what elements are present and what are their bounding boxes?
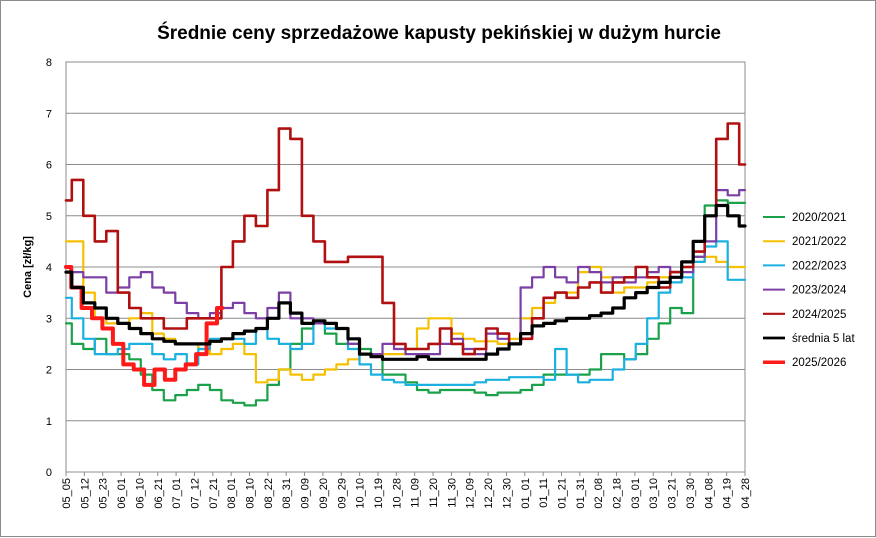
series-line-3 — [64, 189, 747, 356]
series-line-5 — [64, 203, 747, 361]
x-tick-label: 11_20 — [428, 478, 440, 508]
x-tick-label: 04_19 — [722, 478, 734, 509]
x-tick-label: 06_01 — [116, 478, 128, 509]
x-tick-label: 04_28 — [740, 478, 752, 509]
x-tick-label: 07_12 — [189, 478, 201, 509]
x-tick-label: 08_31 — [281, 478, 293, 509]
y-tick-label: 2 — [46, 365, 52, 377]
legend-label: 2023/2024 — [792, 285, 847, 297]
x-tick-label: 10_10 — [355, 478, 367, 509]
legend: 2020/2021 2021/2022 2022/2023 2023/2024 2024… — [763, 212, 855, 369]
legend-label: 2020/2021 — [792, 212, 846, 224]
y-tick-label: 6 — [46, 160, 52, 172]
x-tick-label: 01_21 — [556, 478, 568, 509]
y-tick-label: 3 — [46, 313, 52, 325]
x-tick-label: 11_09 — [410, 478, 422, 508]
x-tick-label: 01_01 — [520, 478, 532, 509]
x-tick-label: 10_28 — [391, 478, 403, 509]
y-tick-label: 0 — [46, 467, 52, 479]
x-tick-label: 01_31 — [575, 478, 587, 509]
y-tick-label: 7 — [46, 108, 52, 120]
x-tick-label: 10_19 — [373, 478, 385, 509]
y-tick-label: 8 — [46, 57, 52, 69]
x-tick-label: 03_10 — [648, 478, 660, 509]
legend-label: 2025/2026 — [792, 357, 846, 369]
x-tick-label: 06_21 — [153, 478, 165, 509]
x-tick-label: 04_08 — [703, 478, 715, 509]
x-tick-label: 03_01 — [630, 478, 642, 509]
x-tick-label: 07_21 — [208, 478, 220, 509]
series-lines — [64, 122, 747, 407]
y-tick-label: 5 — [46, 211, 52, 223]
x-tick-label: 02_18 — [612, 478, 624, 509]
y-axis-label: Cena [zł/kg] — [22, 236, 34, 298]
y-tick-label: 1 — [46, 416, 52, 428]
y-axis-ticks: 0 1 2 3 4 5 6 7 8 — [46, 57, 52, 479]
series-line-4 — [64, 122, 747, 356]
x-tick-label: 03_21 — [667, 478, 679, 509]
x-axis-ticks: 05_05 05_12 05_23 06_01 06_10 06_21 07_01 07_12… — [61, 472, 752, 509]
x-tick-label: 12_20 — [483, 478, 495, 509]
x-tick-label: 11_30 — [446, 478, 458, 508]
x-tick-label: 08_01 — [226, 478, 238, 509]
x-tick-label: 07_01 — [171, 478, 183, 509]
x-tick-label: 09_20 — [318, 478, 330, 509]
x-tick-label: 01_11 — [538, 478, 550, 508]
x-tick-label: 09_29 — [336, 478, 348, 509]
series-line-6 — [64, 265, 225, 387]
legend-label: 2024/2025 — [792, 309, 846, 321]
x-tick-label: 08_22 — [263, 478, 275, 509]
x-tick-label: 05_23 — [98, 478, 110, 509]
x-tick-label: 08_10 — [245, 478, 257, 509]
x-tick-label: 09_09 — [300, 478, 312, 509]
series-line-2 — [64, 240, 747, 386]
x-tick-label: 03_30 — [685, 478, 697, 509]
x-tick-label: 06_10 — [134, 478, 146, 509]
y-tick-label: 4 — [46, 262, 52, 274]
chart-title: Średnie ceny sprzedażowe kapusty pekińsk… — [157, 22, 721, 44]
legend-label: średnia 5 lat — [792, 333, 855, 345]
x-tick-label: 05_05 — [61, 478, 73, 509]
x-tick-label: 12_30 — [501, 478, 513, 509]
x-tick-label: 05_12 — [79, 478, 91, 509]
legend-label: 2021/2022 — [792, 236, 846, 248]
legend-label: 2022/2023 — [792, 260, 846, 272]
x-tick-label: 12_09 — [465, 478, 477, 509]
x-tick-label: 02_08 — [593, 478, 605, 509]
